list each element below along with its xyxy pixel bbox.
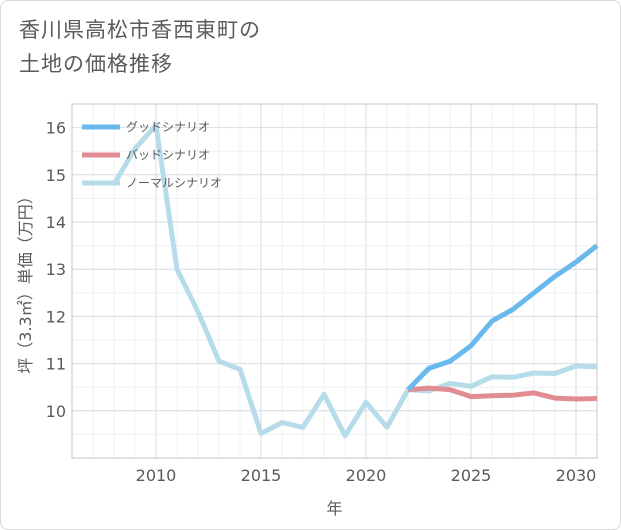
y-axis-title: 坪（3.3㎡）単価（万円） xyxy=(16,188,35,373)
series-line xyxy=(406,243,599,392)
x-tick-label: 2025 xyxy=(451,466,492,485)
y-tick-label: 14 xyxy=(46,213,66,232)
x-tick-label: 2020 xyxy=(346,466,387,485)
y-tick-label: 16 xyxy=(46,119,66,138)
x-tick-label: 2010 xyxy=(136,466,177,485)
y-tick-label: 12 xyxy=(46,307,66,326)
y-tick-label: 13 xyxy=(46,260,66,279)
y-tick-label: 11 xyxy=(46,355,66,374)
chart-title: 香川県高松市香西東町の 土地の価格推移 xyxy=(19,13,439,81)
x-axis-title: 年 xyxy=(326,499,342,518)
legend-label: グッドシナリオ xyxy=(126,120,210,134)
series-layer xyxy=(111,122,599,439)
series-line xyxy=(407,385,598,402)
legend-label: バッドシナリオ xyxy=(126,148,210,162)
y-tick-label: 15 xyxy=(46,166,66,185)
chart-title-line-2: 土地の価格推移 xyxy=(19,52,173,76)
y-tick-label: 10 xyxy=(46,402,66,421)
x-tick-label: 2030 xyxy=(556,466,597,485)
chart-title-line-1: 香川県高松市香西東町の xyxy=(19,18,261,42)
x-tick-label: 2015 xyxy=(241,466,282,485)
series-line xyxy=(111,122,598,439)
plot-frame xyxy=(71,103,598,459)
tick-labels: 2010 2015 2020 2025 2030 10 11 12 13 14 15 16 xyxy=(46,119,597,485)
legend-label: ノーマルシナリオ xyxy=(126,176,222,190)
